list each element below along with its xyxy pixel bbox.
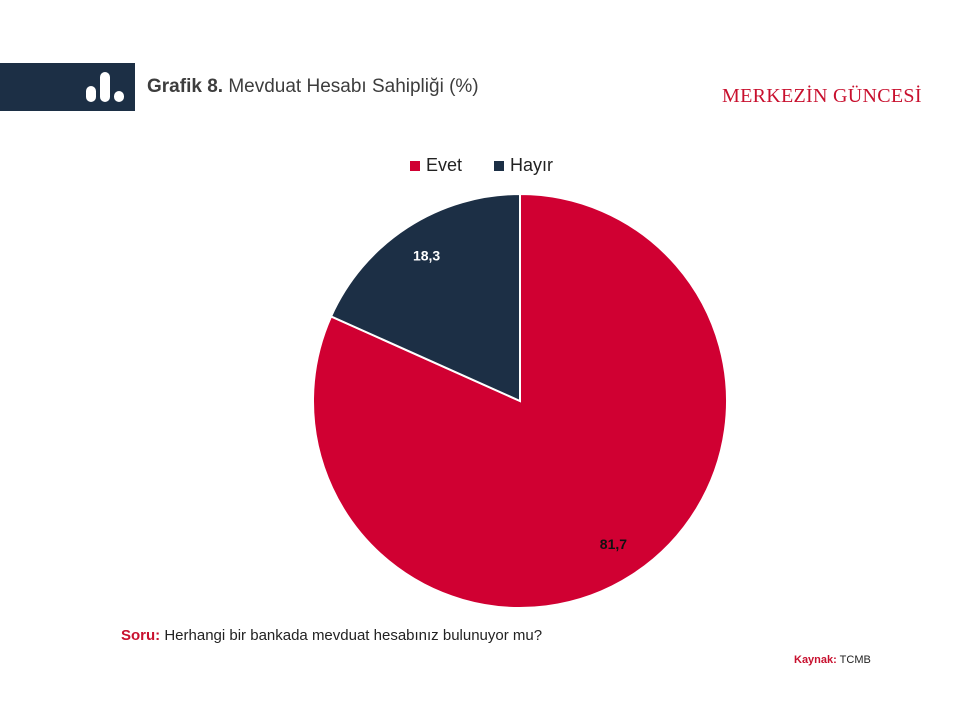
legend-item-evet: Evet bbox=[410, 155, 462, 176]
legend-label-hayir: Hayır bbox=[510, 155, 554, 175]
chart-title: Grafik 8. Mevduat Hesabı Sahipliği (%) bbox=[147, 76, 479, 98]
source-note: Kaynak: TCMB bbox=[794, 654, 871, 666]
bar-chart-icon bbox=[86, 72, 124, 102]
brand-logo-text: MERKEZİN GÜNCESİ bbox=[722, 85, 922, 107]
chart-title-number: Grafik 8. bbox=[147, 76, 224, 97]
legend-swatch-evet bbox=[410, 160, 420, 171]
legend-label-evet: Evet bbox=[426, 155, 463, 175]
chart-legend: Evet Hayır bbox=[410, 155, 585, 176]
chart-title-text: Mevduat Hesabı Sahipliği (%) bbox=[228, 76, 479, 97]
question-label: Soru: bbox=[121, 627, 161, 644]
pie-slice-hayr bbox=[329, 192, 521, 403]
data-label-hayr: 18,3 bbox=[413, 248, 440, 264]
data-label-evet: 81,7 bbox=[600, 536, 627, 552]
survey-question: Soru: Herhangi bir bankada mevduat hesab… bbox=[121, 627, 542, 644]
source-label: Kaynak: bbox=[794, 654, 837, 666]
question-text: Herhangi bir bankada mevduat hesabınız b… bbox=[164, 627, 543, 644]
source-text: TCMB bbox=[839, 654, 871, 666]
legend-swatch-hayir bbox=[494, 160, 505, 171]
header-accent-bar bbox=[0, 63, 135, 111]
legend-item-hayir: Hayır bbox=[494, 155, 553, 176]
